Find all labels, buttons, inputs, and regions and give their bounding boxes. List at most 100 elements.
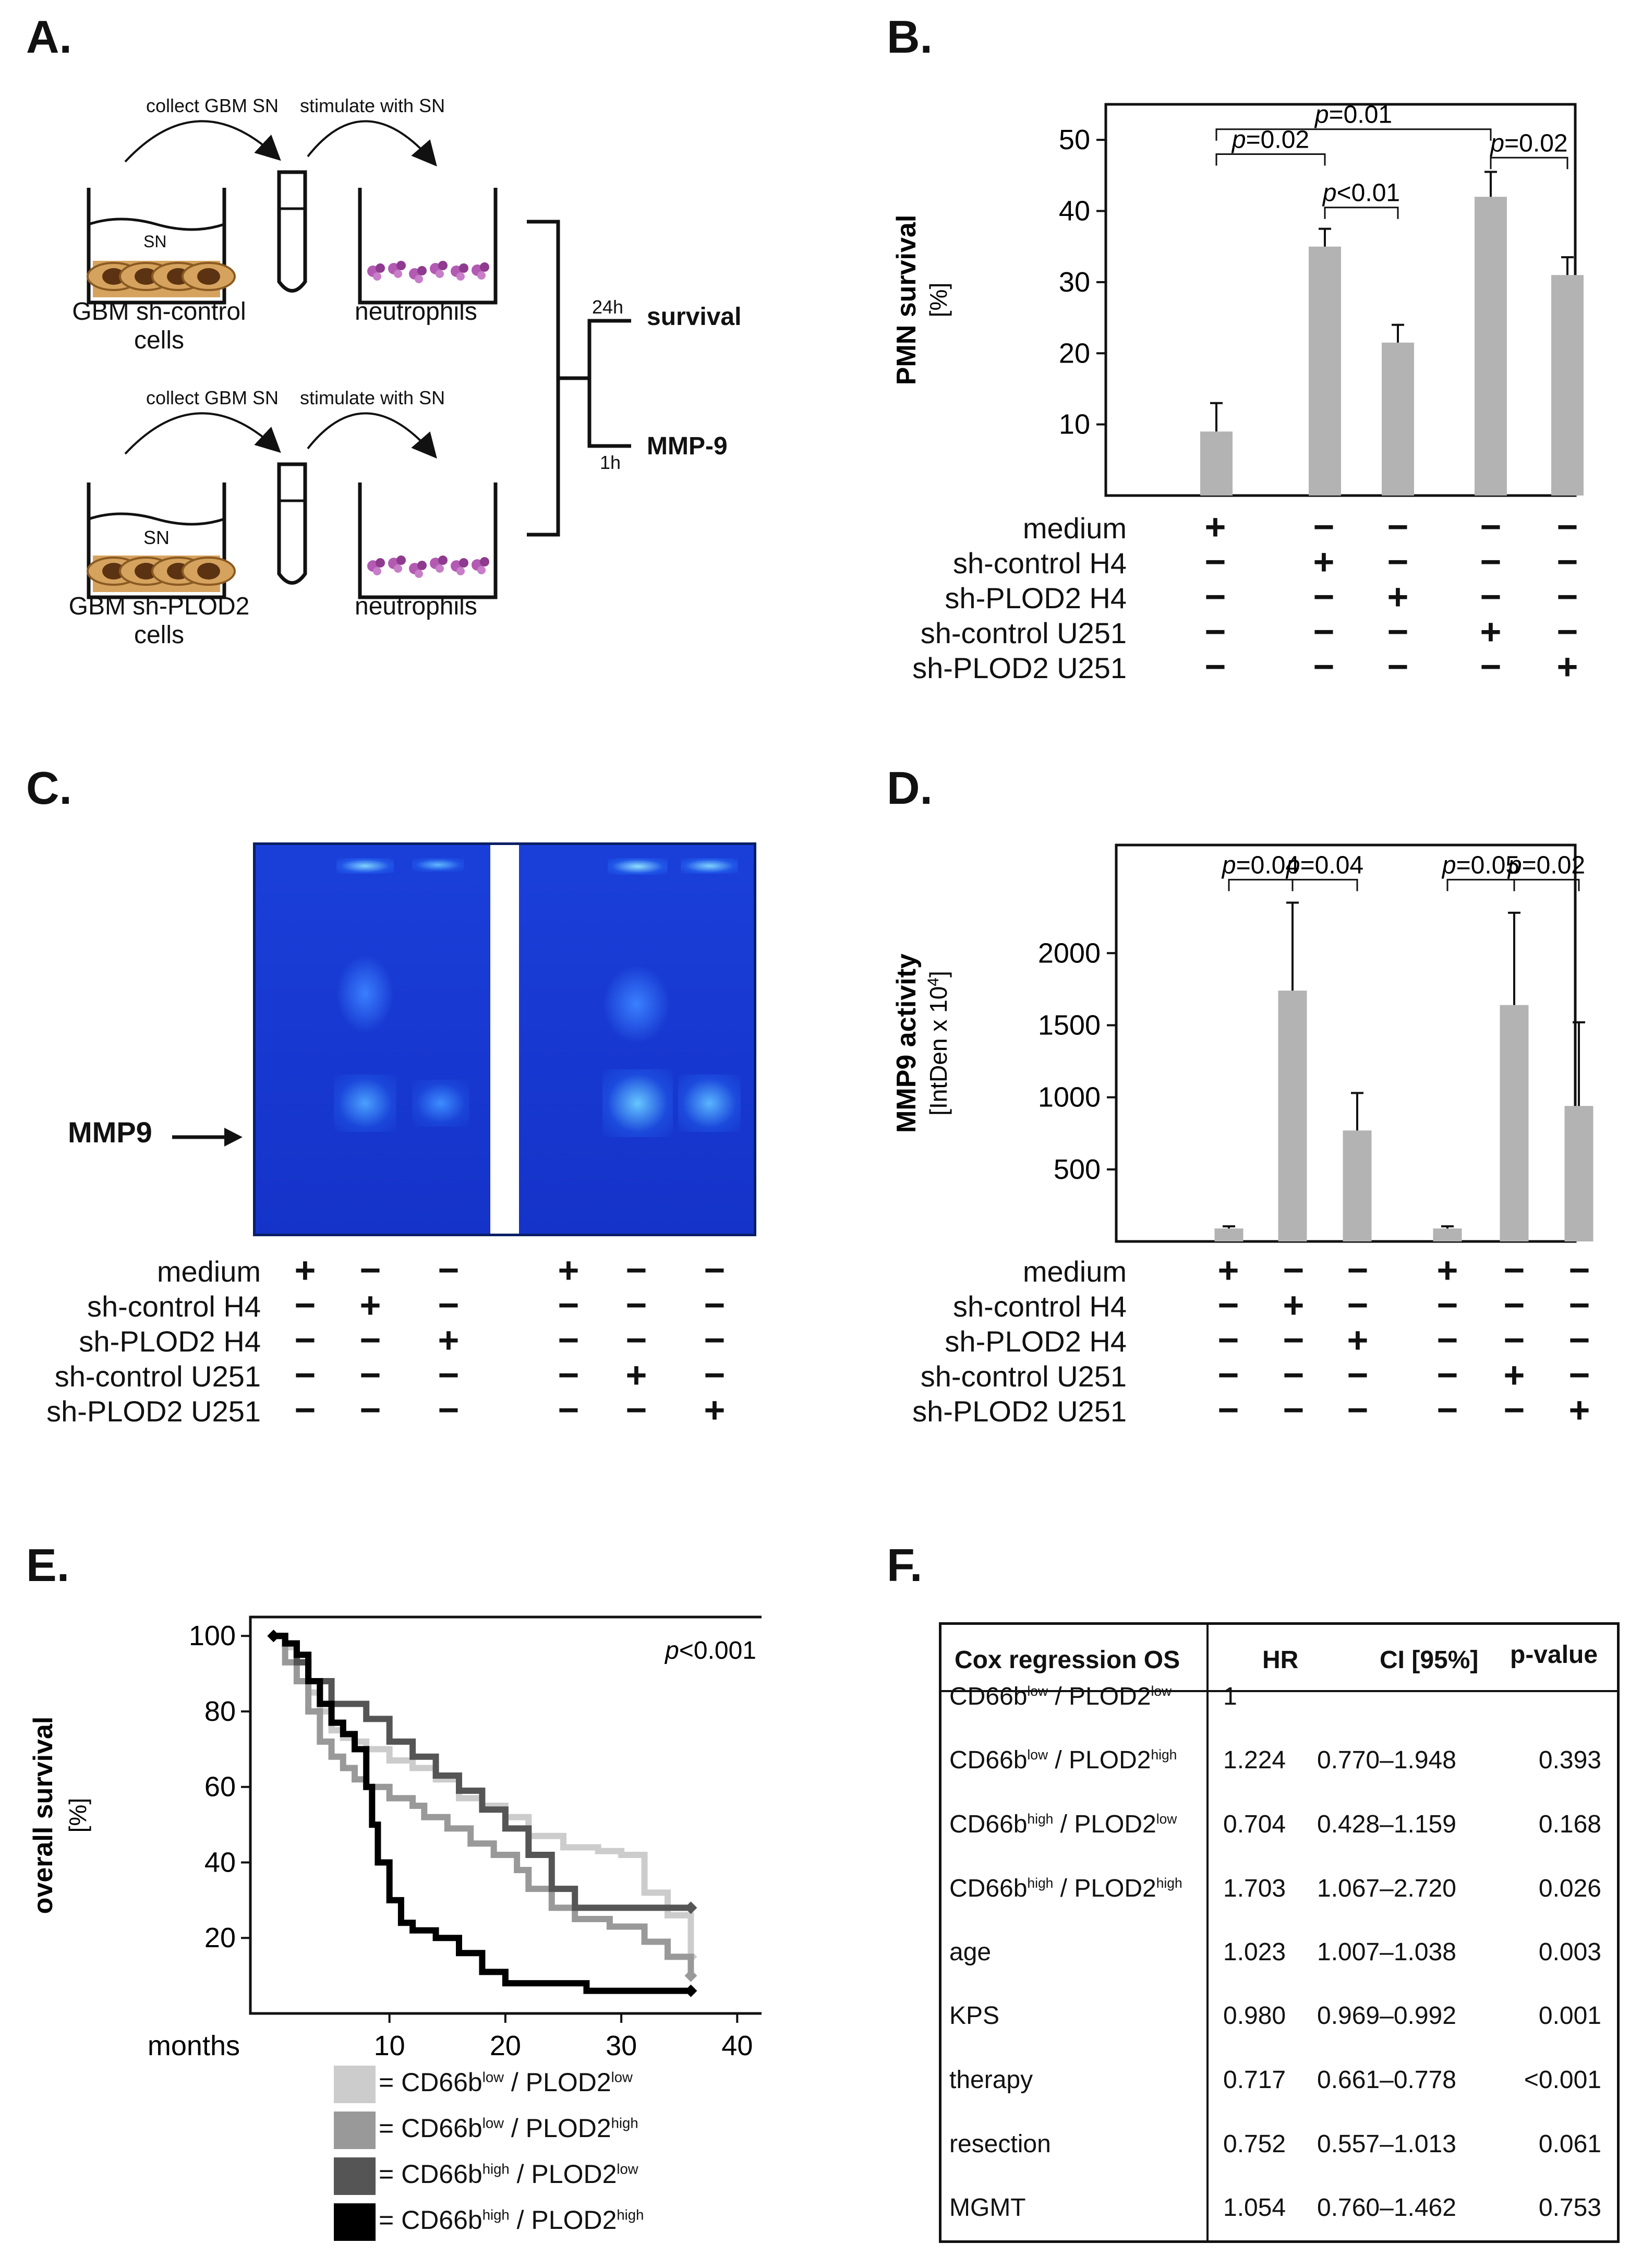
cells-top-label: GBM sh-control cells [72,298,246,354]
collect-label-top: collect GBM SN [146,95,279,116]
gel-divider [490,845,519,1234]
minus-icon: − [1204,646,1226,687]
bracket [527,220,560,537]
minus-icon: − [558,1390,579,1430]
ci-value: 0.770–1.948 [1317,1746,1456,1774]
legend-swatch [334,2157,376,2195]
condition-name: medium [156,1255,261,1288]
condition-name: sh-control H4 [952,1290,1127,1323]
dish-top-gbm [87,188,226,305]
row-label: age [949,1938,992,1966]
panel-b-label: B. [887,11,933,63]
row-label: CD66bhigh / PLOD2high [949,1875,1182,1902]
p-value: 0.026 [1538,1875,1601,1902]
minus-icon: − [438,1250,460,1290]
plus-icon: + [1387,576,1409,617]
row-label: MGMT [949,2194,1026,2222]
minus-icon: − [1283,1390,1305,1430]
minus-icon: − [1568,1355,1590,1395]
legend-item: = CD66blow / PLOD2high [334,2112,638,2149]
minus-icon: − [359,1320,381,1360]
condition-name: sh-control H4 [87,1290,261,1323]
panel-c-label: C. [26,762,72,814]
y-tick-label: 20 [204,1922,236,1953]
minus-icon: − [1387,506,1409,547]
zymography-gel [253,842,756,1236]
condition-name: sh-control H4 [952,547,1127,580]
neutrophil-cluster-bottom-icon [367,556,489,578]
legend-label: = CD66bhigh / PLOD2high [379,2205,644,2235]
p-value: 0.001 [1538,2002,1601,2030]
significance-bracket [1324,207,1399,219]
minus-icon: − [1480,541,1502,582]
minus-icon: − [1503,1285,1525,1325]
survival-curve [273,1633,694,1976]
y-tick-label: 2000 [1038,937,1101,969]
y-axis-label: MMP9 activity [891,954,922,1133]
minus-icon: − [1283,1320,1305,1360]
row-label: KPS [949,2002,1000,2030]
panel-f-label: F. [887,1539,923,1591]
cells-bottom-label: GBM sh-PLOD2 cells [68,593,250,649]
plus-icon: + [704,1390,726,1430]
hr-value: 1.023 [1223,1938,1286,1966]
stimulate-label-bottom: stimulate with SN [300,387,445,408]
condition-table-b: medium + − − − − sh-control H4− + − − − sh-PLOD2 H4… [855,506,1627,699]
plot-frame [249,1615,762,2015]
plus-icon: + [1436,1250,1458,1290]
censor-marker [267,1630,280,1643]
significance-bracket [1215,153,1326,166]
hr-value: 0.980 [1223,2002,1286,2030]
bar [1433,1228,1462,1241]
plus-icon: + [1204,506,1226,547]
p-value-label: p<0.01 [1322,179,1400,207]
minus-icon: − [294,1390,316,1430]
condition-name: sh-PLOD2 H4 [945,582,1127,614]
plus-icon: + [1283,1285,1305,1325]
condition-name: medium [1022,512,1127,545]
y-tick-label: 60 [204,1771,236,1803]
time-24h: 24h [592,296,624,318]
minus-icon: − [704,1250,726,1290]
plus-icon: + [1217,1250,1239,1290]
p-value: 0.168 [1538,1811,1601,1838]
condition-table-c: medium + − − + − − sh-control H4− + − − − − sh-PLOD2 … [0,1250,756,1442]
minus-icon: − [1283,1250,1305,1290]
minus-icon: − [1283,1355,1305,1395]
p-value: 0.753 [1538,2194,1601,2222]
minus-icon: − [1480,646,1502,687]
minus-icon: − [1347,1390,1369,1430]
minus-icon: − [438,1285,460,1325]
y-axis-label: PMN survival [891,215,922,385]
censor-marker [684,1984,697,1997]
minus-icon: − [704,1355,726,1395]
y-tick-label: 10 [1059,409,1090,440]
y-tick-label: 500 [1054,1154,1101,1185]
legend-label: = CD66bhigh / PLOD2low [379,2160,638,2189]
minus-icon: − [558,1320,579,1360]
plus-icon: + [359,1285,381,1325]
condition-name: sh-PLOD2 U251 [912,1395,1127,1428]
minus-icon: − [704,1320,726,1360]
p-value: 0.393 [1538,1746,1601,1774]
collect-label-bottom: collect GBM SN [146,387,279,408]
minus-icon: − [294,1355,316,1395]
y-axis-unit: [IntDen x 104] [925,971,952,1116]
x-tick-label: 10 [374,2030,405,2061]
chart-b: 10 20 30 40 50 PMN survival [%] p=0.02 p<0.01 p=0… [891,101,1584,497]
plus-icon: + [558,1250,579,1290]
significance-bracket [1215,128,1492,141]
minus-icon: − [1568,1285,1590,1325]
x-tick-label: 30 [606,2030,637,2061]
significance-bracket [1446,878,1515,891]
tube-bottom-icon [277,462,307,585]
y-tick-label: 20 [1059,337,1090,369]
hr-value: 1.054 [1223,2194,1286,2222]
tube-top-icon [277,170,307,293]
y-tick-label: 1500 [1038,1009,1101,1041]
ci-value: 0.661–0.778 [1317,2066,1456,2094]
hr-value: 0.717 [1223,2066,1286,2094]
minus-icon: − [625,1285,647,1325]
condition-name: medium [1022,1255,1127,1288]
condition-table-d: medium + − − + − − sh-control H4− + − − − − sh-PLOD2 … [855,1250,1627,1442]
